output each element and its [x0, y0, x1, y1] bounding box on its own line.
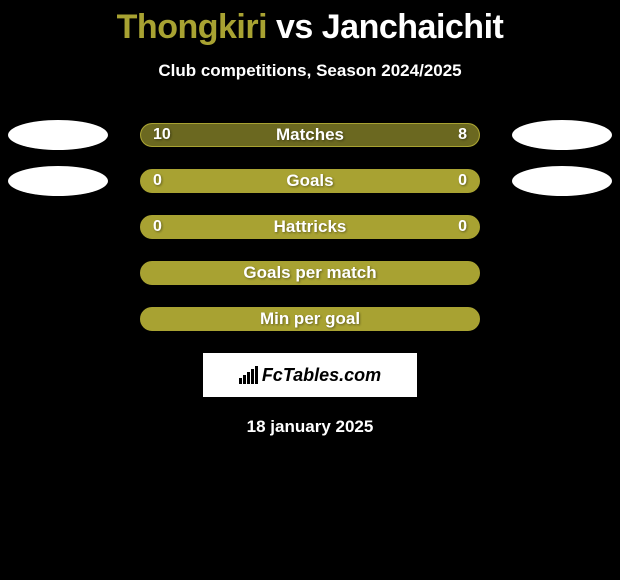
stat-value-left: 10 — [153, 126, 171, 144]
stats-container: Matches108Goals00Hattricks00Goals per ma… — [0, 123, 620, 331]
stat-row: Goals per match — [0, 261, 620, 285]
stat-row: Min per goal — [0, 307, 620, 331]
bars-icon — [239, 366, 258, 384]
vs-text: vs — [267, 8, 322, 46]
player2-avatar — [512, 120, 612, 150]
stat-bar: Matches10 8 — [140, 123, 480, 147]
stat-label: Goals per match — [141, 263, 479, 283]
stat-value-right: 0 — [458, 218, 467, 236]
player1-avatar — [8, 166, 108, 196]
stat-bar: Goals0 0 — [140, 169, 480, 193]
player1-avatar — [8, 120, 108, 150]
stat-row: Goals0 0 — [0, 169, 620, 193]
player2-avatar — [512, 166, 612, 196]
stat-value-right: 0 — [458, 172, 467, 190]
stat-label: Goals — [141, 171, 479, 191]
stat-bar: Goals per match — [140, 261, 480, 285]
stat-label: Matches — [141, 125, 479, 145]
player1-name: Thongkiri — [117, 8, 267, 46]
stat-label: Hattricks — [141, 217, 479, 237]
date: 18 january 2025 — [0, 417, 620, 437]
stat-value-left: 0 — [153, 172, 162, 190]
page-title: Thongkiri vs Janchaichit — [0, 0, 620, 47]
stat-value-right: 8 — [458, 126, 467, 144]
stat-value-left: 0 — [153, 218, 162, 236]
stat-bar: Hattricks0 0 — [140, 215, 480, 239]
logo-text: FcTables.com — [262, 365, 381, 386]
subtitle: Club competitions, Season 2024/2025 — [0, 61, 620, 81]
stat-label: Min per goal — [141, 309, 479, 329]
fctables-logo[interactable]: FcTables.com — [203, 353, 417, 397]
stat-bar: Min per goal — [140, 307, 480, 331]
stat-row: Hattricks0 0 — [0, 215, 620, 239]
player2-name: Janchaichit — [322, 8, 504, 46]
stat-row: Matches10 8 — [0, 123, 620, 147]
